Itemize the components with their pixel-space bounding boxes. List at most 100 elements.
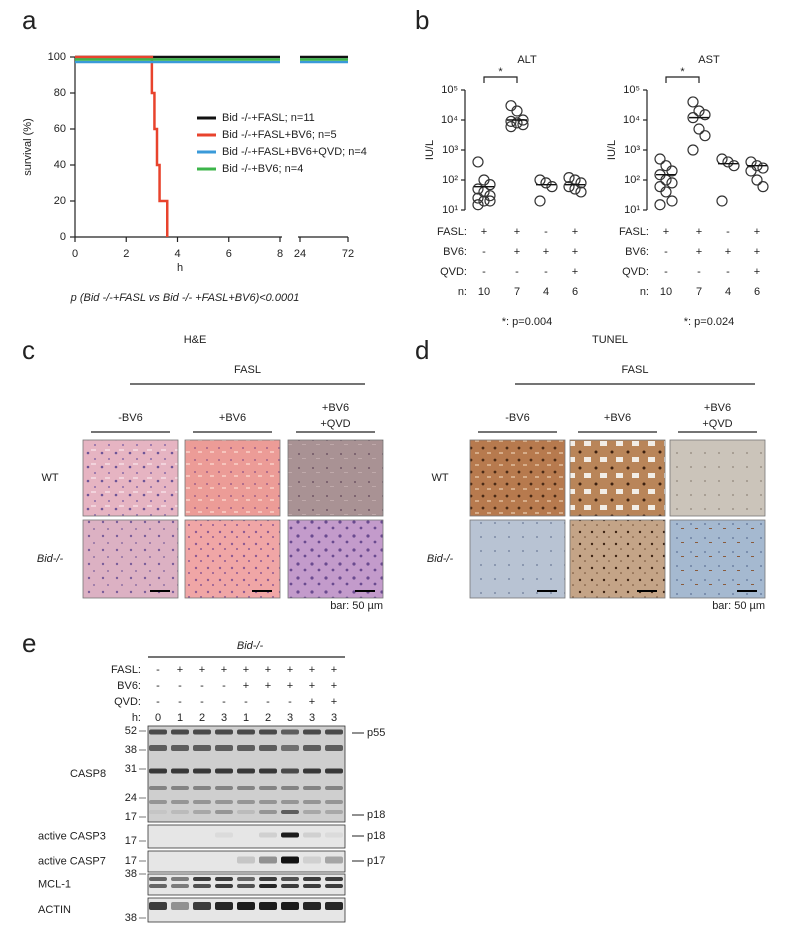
data-point	[745, 156, 757, 168]
condition-value: 3	[287, 712, 293, 724]
condition-value: +	[543, 246, 549, 258]
data-point	[472, 199, 484, 211]
blot-band	[215, 786, 233, 790]
blot-band	[303, 902, 321, 910]
data-point	[716, 195, 728, 207]
condition-value: +	[663, 226, 669, 238]
x-axis-label: h	[177, 262, 183, 274]
condition-value: -	[726, 226, 730, 238]
data-point	[699, 130, 711, 142]
condition-value: -	[178, 696, 182, 708]
condition-value: -	[156, 664, 160, 676]
micrograph	[184, 519, 281, 599]
condition-value: -	[200, 680, 204, 692]
blot-band	[259, 856, 277, 864]
stain-title: TUNEL	[592, 334, 628, 346]
n-value: 7	[696, 286, 702, 298]
condition-value: +	[514, 226, 520, 238]
condition-name: QVD:	[440, 266, 467, 278]
plot-title: AST	[698, 54, 720, 66]
significance-mark: *	[498, 66, 503, 78]
data-point	[654, 153, 666, 165]
blot-band	[149, 768, 167, 774]
significance-bracket	[483, 76, 518, 83]
y-tick-label: 10¹	[442, 204, 458, 216]
condition-value: +	[572, 226, 578, 238]
protein-label: active CASP3	[38, 830, 106, 842]
blot-band	[259, 832, 277, 838]
blot-band	[303, 800, 321, 804]
y-tick-label: 10³	[624, 144, 640, 156]
condition-value: 1	[177, 712, 183, 724]
blot-band	[149, 800, 167, 804]
data-point	[751, 174, 763, 186]
blot-band	[193, 877, 211, 881]
condition-value: -	[515, 266, 519, 278]
blot-band	[171, 786, 189, 790]
condition-value: +	[309, 696, 315, 708]
micrograph	[287, 519, 384, 599]
band-label: p18	[367, 809, 385, 821]
blot-band	[259, 786, 277, 790]
mw-marker: 38	[125, 868, 137, 880]
genotype-label: Bid-/-	[237, 640, 264, 652]
blot-band	[281, 800, 299, 804]
blot-band	[303, 884, 321, 888]
data-point	[757, 162, 769, 174]
mw-marker: 17	[125, 835, 137, 847]
condition-name: FASL:	[437, 226, 467, 238]
blot-band	[193, 745, 211, 751]
y-tick-label: 60	[54, 123, 66, 135]
data-point	[478, 195, 490, 207]
blot-band	[259, 884, 277, 888]
n-value: 7	[514, 286, 520, 298]
data-point	[660, 174, 672, 186]
band-label: p18	[367, 830, 385, 842]
legend-label: Bid -/-+BV6; n=4	[222, 163, 303, 175]
condition-value: +	[265, 680, 271, 692]
panel-letter: a	[22, 5, 37, 35]
protein-label: CASP8	[70, 768, 106, 780]
data-point	[511, 105, 523, 117]
blot-band	[303, 877, 321, 881]
treatment-label: FASL	[622, 364, 649, 376]
blot-band	[215, 832, 233, 838]
blot-band	[149, 877, 167, 881]
micrograph	[82, 439, 179, 517]
significance-bracket	[665, 76, 700, 83]
blot-band	[237, 745, 255, 751]
data-point	[505, 121, 517, 133]
y-axis-label: survival (%)	[22, 118, 34, 175]
mw-marker: 38	[125, 744, 137, 756]
panel-letter: c	[22, 335, 35, 365]
column-label: +BV6	[322, 402, 349, 414]
y-tick-label: 10²	[624, 174, 640, 186]
data-point	[693, 123, 705, 135]
blot-band	[281, 902, 299, 910]
data-point	[687, 96, 699, 108]
condition-name: FASL:	[619, 226, 649, 238]
blot-band	[193, 800, 211, 804]
blot-band	[215, 902, 233, 910]
n-value: 4	[543, 286, 549, 298]
blot-band	[237, 786, 255, 790]
condition-value: +	[331, 696, 337, 708]
condition-value: +	[287, 664, 293, 676]
blot-band	[149, 810, 167, 814]
micrograph	[82, 519, 179, 599]
blot-band	[325, 800, 343, 804]
condition-value: +	[243, 664, 249, 676]
y-tick-label: 10⁴	[441, 114, 458, 126]
blot-band	[193, 729, 211, 735]
condition-value: -	[664, 266, 668, 278]
data-point	[511, 117, 523, 129]
y-tick-label: 0	[60, 231, 66, 243]
data-point	[693, 105, 705, 117]
treatment-label: FASL	[234, 364, 261, 376]
blot-band	[303, 856, 321, 864]
scale-bar-label: bar: 50 µm	[712, 600, 765, 612]
condition-value: -	[482, 246, 486, 258]
data-point	[472, 156, 484, 168]
condition-value: 3	[331, 712, 337, 724]
x-tick-label: 8	[277, 248, 283, 260]
